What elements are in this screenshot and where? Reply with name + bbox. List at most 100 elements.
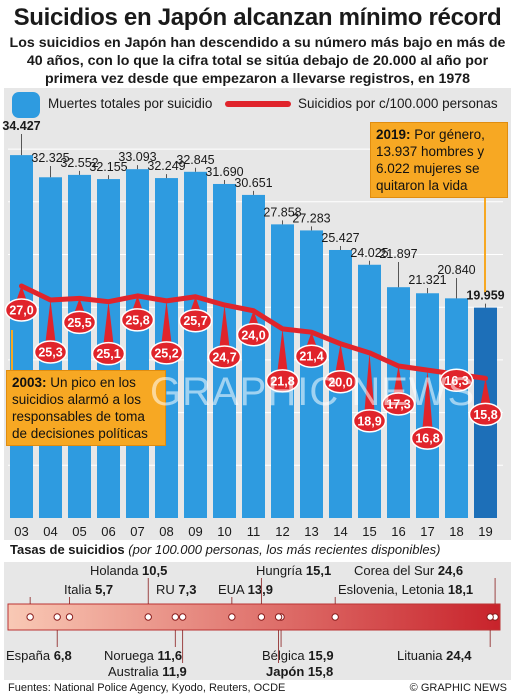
rates-note: (por 100.000 personas, los más recientes… <box>128 542 441 557</box>
rate-country-lituania: Lituania 24,4 <box>397 648 472 663</box>
x-tick-17: 17 <box>420 524 434 539</box>
rate-country-name-jap-n: Japón <box>266 664 308 679</box>
rate-country-name-italia: Italia <box>64 582 95 597</box>
page-subtitle: Los suicidios en Japón han descendido a … <box>9 35 506 87</box>
bar-value-label-06: 32.155 <box>89 160 127 174</box>
rate-country-name-hungr-a: Hungría <box>256 563 306 578</box>
rate-country-australia: Australia 11,9 <box>108 664 187 679</box>
bar-13 <box>300 230 323 519</box>
annotation-2003-text: Un pico en los suicidios alarmó a los re… <box>12 375 148 441</box>
rate-country-name-corea-del-sur: Corea del Sur <box>354 563 438 578</box>
rate-label-04: 25,3 <box>38 346 62 360</box>
bar-value-label-08: 32.249 <box>147 159 185 173</box>
rate-label-07: 25,8 <box>125 313 149 327</box>
rate-label-11: 24,0 <box>241 328 265 342</box>
rate-point-jap-n <box>274 613 283 621</box>
bar-value-label-10: 31.690 <box>205 165 243 179</box>
rate-label-19: 15,8 <box>473 408 497 422</box>
rate-country-value-lituania: 24,4 <box>446 648 472 663</box>
rate-marker-tail-12 <box>277 328 288 371</box>
rate-point-noruega <box>171 613 179 621</box>
footer-credit: © GRAPHIC NEWS <box>409 682 507 694</box>
rate-marker-11 <box>236 323 271 347</box>
legend-bars-label: Muertes totales por suicidio <box>48 96 213 111</box>
rate-country-value-italia: 5,7 <box>95 582 113 597</box>
rate-marker-tail-06 <box>103 301 114 344</box>
rate-point-holanda <box>144 613 152 621</box>
rate-country-value-b-lgica: 15,9 <box>308 648 333 663</box>
bar-09 <box>184 171 207 518</box>
rate-country-value-ru: 7,3 <box>178 582 196 597</box>
rate-country-eua: EUA 13,9 <box>218 582 273 597</box>
rates-scale-bar <box>7 603 501 631</box>
rate-point-australia <box>178 613 187 621</box>
rate-marker-tail-16 <box>393 366 404 395</box>
x-tick-12: 12 <box>275 524 289 539</box>
bar-value-label-09: 32.845 <box>176 153 214 167</box>
rate-marker-04 <box>33 340 68 364</box>
annotation-2019-year: 2019: <box>376 127 411 142</box>
rate-marker-06 <box>91 341 126 366</box>
rates-title: Tasas de suicidios (por 100.000 personas… <box>10 542 440 557</box>
rate-label-16: 17,3 <box>386 398 410 412</box>
rates-heading: Tasas de suicidios <box>10 542 125 557</box>
rate-point-hungr-a <box>257 613 266 621</box>
bar-value-label-11: 30.651 <box>234 176 272 190</box>
bar-value-label-04: 32.325 <box>31 151 69 165</box>
rate-country-eslovenia-letonia: Eslovenia, Letonia 18,1 <box>338 582 473 597</box>
rate-marker-09 <box>178 308 213 333</box>
rate-point-lituania <box>486 613 494 621</box>
x-tick-15: 15 <box>362 524 376 539</box>
rate-country-name-australia: Australia <box>108 664 162 679</box>
rate-country-corea-del-sur: Corea del Sur 24,6 <box>354 563 463 578</box>
rate-marker-tail-03 <box>16 286 27 300</box>
x-tick-16: 16 <box>391 524 405 539</box>
legend-line-label: Suicidios por c/100.000 personas <box>298 96 498 111</box>
bar-03 <box>10 155 33 519</box>
bar-value-label-05: 32.552 <box>60 156 98 170</box>
x-tick-19: 19 <box>478 524 492 539</box>
rate-marker-16 <box>381 392 416 416</box>
rate-label-14: 20,0 <box>328 375 352 389</box>
rate-country-name-lituania: Lituania <box>397 648 446 663</box>
rate-marker-17 <box>410 426 445 450</box>
rate-label-13: 21,4 <box>299 350 323 364</box>
rate-country-holanda: Holanda 10,5 <box>90 563 167 578</box>
rate-marker-tail-14 <box>335 343 346 372</box>
annotation-2003-year: 2003: <box>12 375 47 390</box>
x-tick-11: 11 <box>247 524 261 539</box>
rate-marker-tail-17 <box>422 370 433 429</box>
rate-label-08: 25,2 <box>154 346 178 360</box>
rate-country-value-eslovenia-letonia: 18,1 <box>448 582 473 597</box>
rate-country-b-lgica: Bélgica 15,9 <box>262 648 334 663</box>
rate-label-03: 27,0 <box>9 304 33 318</box>
bar-value-label-03: 34.427 <box>2 119 40 133</box>
bar-value-label-15: 24.025 <box>350 246 388 260</box>
rate-marker-tail-15 <box>364 352 375 411</box>
rate-label-06: 25,1 <box>96 347 120 361</box>
rate-label-12: 21,8 <box>270 374 294 388</box>
x-tick-09: 09 <box>188 524 202 539</box>
footer-sources: Fuentes: National Police Agency, Kyodo, … <box>8 682 286 694</box>
bar-value-label-16: 21.897 <box>379 247 417 261</box>
rate-country-name-espa-a: España <box>6 648 54 663</box>
rate-marker-05 <box>62 310 97 335</box>
rate-point-eua <box>228 613 236 621</box>
x-tick-05: 05 <box>72 524 86 539</box>
rate-marker-tail-11 <box>248 310 259 325</box>
rate-point-italia <box>26 613 34 621</box>
annotation-2003: 2003: Un pico en los suicidios alarmó a … <box>6 370 166 446</box>
rate-country-value-hungr-a: 15,1 <box>306 563 331 578</box>
x-tick-07: 07 <box>130 524 144 539</box>
rate-marker-tail-08 <box>161 300 172 343</box>
rate-marker-03 <box>4 298 39 322</box>
rate-marker-15 <box>352 409 387 433</box>
rate-marker-tail-07 <box>132 295 143 310</box>
rate-country-ru: RU 7,3 <box>156 582 196 597</box>
rate-country-italia: Italia 5,7 <box>64 582 113 597</box>
x-tick-08: 08 <box>159 524 173 539</box>
rate-label-10: 24,7 <box>212 350 236 364</box>
x-tick-03: 03 <box>14 524 28 539</box>
watermark: GRAPHIC NEWS <box>150 370 476 414</box>
